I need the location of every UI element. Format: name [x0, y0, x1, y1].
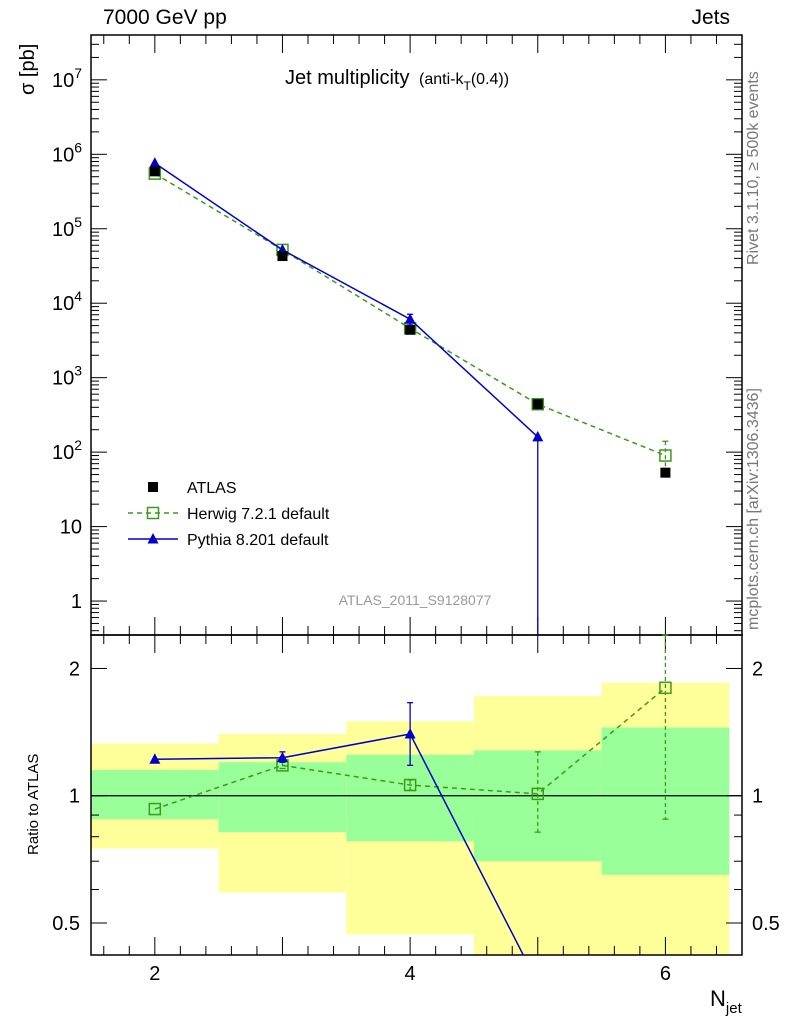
header-energy-label: 7000 GeV pp	[103, 6, 227, 29]
main-panel-ticks: 1 10 102 103 104 105 106 107	[52, 34, 743, 635]
main-pythia-point	[149, 157, 161, 168]
main-pythia-point	[532, 430, 544, 442]
x-axis-label: Njet	[710, 986, 743, 1017]
ratio-y-tick-label: 0.5	[52, 913, 80, 935]
legend: ATLAS Herwig 7.2.1 default Pythia 8.201 de…	[128, 480, 330, 549]
ratio-band-inner	[218, 762, 347, 833]
main-pythia-line	[154, 162, 539, 438]
ratio-y-axis-label: Ratio to ATLAS	[25, 754, 42, 855]
main-y-axis-label: σ [pb]	[17, 44, 39, 95]
header-category-label: Jets	[691, 6, 730, 29]
y-tick-label: 107	[52, 65, 82, 92]
main-atlas-point	[277, 251, 288, 262]
y-tick-label: 106	[52, 139, 82, 166]
legend-atlas-label: ATLAS	[187, 480, 237, 497]
y-tick-label: 103	[52, 363, 82, 390]
ratio-panel-frame	[90, 634, 743, 956]
legend-pythia-marker	[147, 533, 159, 544]
y-tick-label: 104	[52, 288, 82, 315]
ratio-band-inner	[91, 770, 219, 820]
ratio-pythia-point	[276, 751, 288, 763]
main-atlas-point	[660, 467, 671, 478]
ratio-pythia-point	[404, 727, 416, 739]
analysis-watermark: ATLAS_2011_S9128077	[339, 592, 492, 608]
ratio-herwig-point	[148, 802, 162, 816]
ratio-herwig-point	[659, 681, 672, 695]
ratio-pythia-point	[149, 753, 161, 764]
ratio-panel-series	[148, 634, 672, 955]
ratio-y-tick-label-right: 1	[752, 786, 763, 808]
ratio-band-inner	[601, 727, 730, 875]
legend-herwig-marker	[146, 506, 160, 520]
main-panel-series	[148, 157, 672, 635]
ratio-y-tick-label-right: 0.5	[752, 913, 780, 935]
chart-title: Jet multiplicity (anti-kT(0.4))	[285, 67, 509, 93]
ratio-herwig-line	[154, 687, 666, 810]
ratio-y-tick-label-right: 2	[752, 658, 763, 680]
main-atlas-point	[405, 324, 416, 335]
main-herwig-point	[659, 449, 672, 462]
x-tick-label: 2	[149, 963, 160, 985]
main-atlas-point	[532, 399, 543, 410]
main-atlas-point	[149, 166, 160, 177]
ratio-herwig-point	[531, 787, 545, 801]
main-pythia-point	[404, 313, 416, 324]
y-tick-label: 10	[60, 517, 82, 539]
ratio-y-tick-label: 2	[69, 658, 80, 680]
x-tick-label: 4	[405, 963, 416, 985]
main-herwig-point	[531, 397, 545, 411]
legend-atlas-marker	[148, 482, 158, 492]
y-tick-label: 105	[52, 214, 82, 241]
y-tick-label: 1	[71, 591, 82, 613]
x-tick-label: 6	[660, 963, 671, 985]
ratio-pythia-line	[154, 733, 525, 955]
legend-herwig-label: Herwig 7.2.1 default	[187, 506, 330, 523]
ratio-band-inner	[346, 754, 474, 842]
y-tick-label: 102	[52, 437, 82, 464]
ratio-y-tick-label: 1	[69, 786, 80, 808]
ratio-herwig-point	[403, 778, 417, 792]
legend-pythia-label: Pythia 8.201 default	[187, 532, 329, 549]
